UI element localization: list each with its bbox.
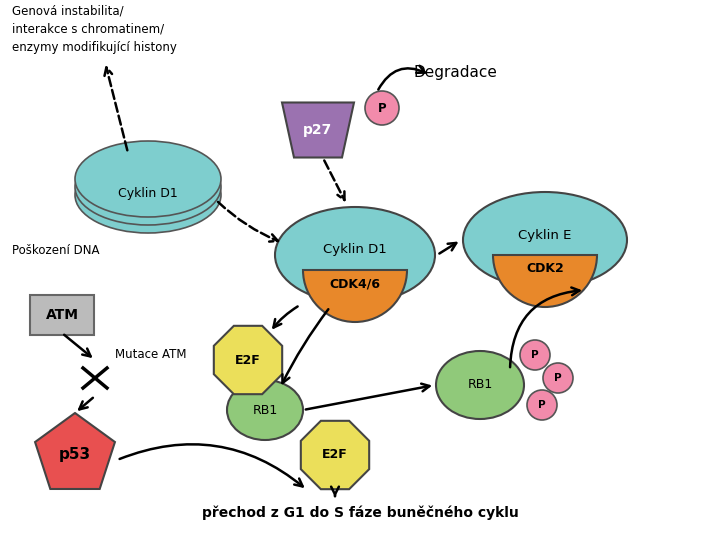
Text: P: P bbox=[538, 400, 546, 410]
Text: Genová instabilita/
interakce s chromatinem/
enzymy modifikující histony: Genová instabilita/ interakce s chromati… bbox=[12, 5, 177, 54]
Ellipse shape bbox=[463, 192, 627, 288]
Text: CDK4/6: CDK4/6 bbox=[330, 278, 380, 291]
Circle shape bbox=[520, 340, 550, 370]
Text: Degradace: Degradace bbox=[413, 65, 497, 80]
Polygon shape bbox=[282, 103, 354, 158]
Text: P: P bbox=[531, 350, 539, 360]
Text: Cyklin E: Cyklin E bbox=[518, 229, 572, 242]
FancyBboxPatch shape bbox=[30, 295, 94, 335]
Ellipse shape bbox=[75, 157, 221, 233]
Text: p53: p53 bbox=[59, 448, 91, 463]
Polygon shape bbox=[301, 421, 369, 489]
Text: Cyklin D1: Cyklin D1 bbox=[118, 187, 178, 200]
Ellipse shape bbox=[275, 207, 435, 303]
Text: RB1: RB1 bbox=[467, 379, 492, 392]
Text: P: P bbox=[378, 102, 387, 115]
Ellipse shape bbox=[227, 380, 303, 440]
Text: přechod z G1 do S fáze buněčného cyklu: přechod z G1 do S fáze buněčného cyklu bbox=[202, 506, 518, 520]
Text: Poškození DNA: Poškození DNA bbox=[12, 244, 99, 257]
Text: E2F: E2F bbox=[322, 449, 348, 462]
Text: p27: p27 bbox=[303, 123, 333, 137]
Text: RB1: RB1 bbox=[253, 404, 278, 416]
Circle shape bbox=[527, 390, 557, 420]
Text: E2F: E2F bbox=[235, 353, 261, 366]
Polygon shape bbox=[214, 326, 282, 394]
Text: ATM: ATM bbox=[45, 308, 78, 322]
Text: CDK2: CDK2 bbox=[526, 263, 564, 275]
Circle shape bbox=[543, 363, 573, 393]
Ellipse shape bbox=[75, 141, 221, 217]
Circle shape bbox=[365, 91, 399, 125]
Wedge shape bbox=[303, 270, 407, 322]
Ellipse shape bbox=[75, 149, 221, 225]
Text: P: P bbox=[554, 373, 562, 383]
Text: Cyklin D1: Cyklin D1 bbox=[323, 244, 387, 257]
Text: Mutace ATM: Mutace ATM bbox=[115, 349, 186, 362]
Wedge shape bbox=[493, 255, 597, 307]
Polygon shape bbox=[35, 413, 115, 489]
Ellipse shape bbox=[436, 351, 524, 419]
